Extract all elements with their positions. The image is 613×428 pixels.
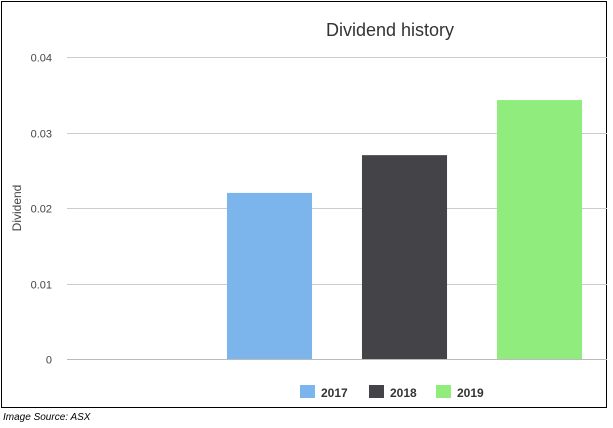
y-tick-label: 0.02 xyxy=(31,204,52,216)
y-tick-label: 0.01 xyxy=(31,280,52,292)
dividend-chart: Dividend history Dividend 00.010.020.030… xyxy=(10,20,607,400)
bars xyxy=(226,100,583,359)
bar-2017[interactable] xyxy=(226,192,313,359)
legend-item-2017[interactable]: 2017 xyxy=(300,385,348,400)
legend-label: 2017 xyxy=(321,386,348,400)
legend-swatch xyxy=(369,385,384,398)
legend-swatch xyxy=(300,385,315,398)
y-axis-ticks: 0 0.01 0.02 0.03 0.04 xyxy=(31,53,52,367)
y-axis-label: Dividend xyxy=(10,185,24,232)
legend-swatch xyxy=(436,385,451,398)
legend-label: 2019 xyxy=(457,386,484,400)
legend-item-2019[interactable]: 2019 xyxy=(436,385,484,400)
y-tick-label: 0 xyxy=(46,355,52,367)
chart-title: Dividend history xyxy=(326,20,454,40)
image-source-caption: Image Source: ASX xyxy=(3,412,91,423)
y-tick-label: 0.03 xyxy=(31,129,52,141)
chart-frame: Dividend history Dividend 0 0.01 0.02 0.03 0… xyxy=(1,1,607,408)
bar-2018[interactable] xyxy=(361,155,448,359)
y-tick-label: 0.04 xyxy=(31,53,52,65)
legend[interactable]: 2017 2018 2019 xyxy=(300,385,484,400)
legend-label: 2018 xyxy=(390,386,417,400)
bar-2019[interactable] xyxy=(496,100,583,359)
legend-item-2018[interactable]: 2018 xyxy=(369,385,417,400)
